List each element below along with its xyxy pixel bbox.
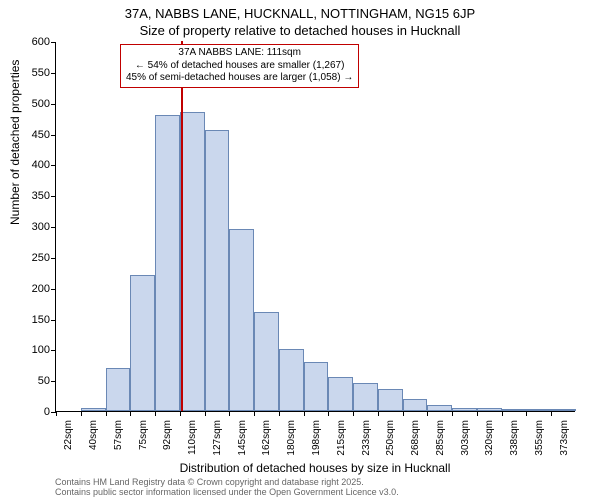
histogram-bar (477, 408, 502, 411)
annotation-line3: 45% of semi-detached houses are larger (… (126, 72, 353, 85)
y-tick-label: 100 (10, 344, 50, 356)
x-tick-label: 162sqm (261, 420, 272, 456)
x-tick-mark (81, 411, 82, 416)
x-tick-label: 198sqm (311, 420, 322, 456)
x-tick-label: 373sqm (559, 420, 570, 456)
y-tick-mark (51, 42, 56, 43)
y-tick-label: 500 (10, 98, 50, 110)
property-marker-line (181, 41, 183, 411)
histogram-bar (180, 112, 205, 411)
x-tick-label: 338sqm (509, 420, 520, 456)
histogram-bar (526, 409, 551, 411)
x-tick-mark (304, 411, 305, 416)
x-tick-mark (229, 411, 230, 416)
chart-title-line2: Size of property relative to detached ho… (0, 23, 600, 38)
x-tick-label: 75sqm (138, 420, 149, 450)
y-tick-label: 300 (10, 221, 50, 233)
y-tick-label: 250 (10, 252, 50, 264)
histogram-bar (155, 115, 180, 411)
x-tick-mark (180, 411, 181, 416)
x-tick-mark (403, 411, 404, 416)
y-tick-label: 400 (10, 159, 50, 171)
x-tick-mark (502, 411, 503, 416)
x-tick-mark (378, 411, 379, 416)
x-tick-mark (526, 411, 527, 416)
y-tick-label: 450 (10, 129, 50, 141)
histogram-bar (279, 349, 304, 411)
x-tick-mark (551, 411, 552, 416)
x-tick-label: 22sqm (63, 420, 74, 450)
y-tick-mark (51, 104, 56, 105)
y-tick-label: 600 (10, 36, 50, 48)
y-tick-label: 550 (10, 67, 50, 79)
y-tick-mark (51, 350, 56, 351)
x-tick-mark (205, 411, 206, 416)
x-tick-mark (427, 411, 428, 416)
footer-attribution: Contains HM Land Registry data © Crown c… (55, 478, 399, 498)
y-tick-label: 200 (10, 283, 50, 295)
x-tick-mark (279, 411, 280, 416)
y-tick-label: 150 (10, 314, 50, 326)
footer-line2: Contains public sector information licen… (55, 488, 399, 498)
y-tick-mark (51, 381, 56, 382)
plot-area: 37A NABBS LANE: 111sqm← 54% of detached … (55, 42, 575, 412)
x-tick-label: 180sqm (286, 420, 297, 456)
histogram-bar (551, 409, 576, 411)
x-tick-label: 92sqm (162, 420, 173, 450)
x-tick-mark (328, 411, 329, 416)
y-tick-label: 0 (10, 406, 50, 418)
y-tick-mark (51, 196, 56, 197)
x-tick-label: 355sqm (534, 420, 545, 456)
x-tick-mark (452, 411, 453, 416)
x-tick-label: 145sqm (237, 420, 248, 456)
chart-title-line1: 37A, NABBS LANE, HUCKNALL, NOTTINGHAM, N… (0, 6, 600, 21)
histogram-bar (229, 229, 254, 411)
y-tick-label: 50 (10, 375, 50, 387)
x-tick-mark (106, 411, 107, 416)
histogram-bar (328, 377, 353, 411)
histogram-bar (205, 130, 230, 411)
histogram-bar (254, 312, 279, 411)
histogram-bar (106, 368, 131, 411)
y-tick-mark (51, 73, 56, 74)
y-tick-mark (51, 227, 56, 228)
histogram-bar (130, 275, 155, 411)
x-tick-label: 250sqm (385, 420, 396, 456)
property-annotation: 37A NABBS LANE: 111sqm← 54% of detached … (120, 44, 359, 88)
histogram-bar (502, 409, 527, 411)
x-tick-label: 320sqm (484, 420, 495, 456)
x-tick-label: 303sqm (460, 420, 471, 456)
y-tick-mark (51, 165, 56, 166)
histogram-bar (427, 405, 452, 411)
histogram-bar (452, 408, 477, 411)
y-tick-mark (51, 135, 56, 136)
x-tick-label: 268sqm (410, 420, 421, 456)
x-tick-label: 233sqm (361, 420, 372, 456)
x-tick-mark (477, 411, 478, 416)
x-tick-mark (353, 411, 354, 416)
x-tick-mark (155, 411, 156, 416)
x-tick-label: 40sqm (88, 420, 99, 450)
histogram-bar (81, 408, 106, 411)
histogram-bar (304, 362, 329, 411)
histogram-bar (378, 389, 403, 411)
histogram-bar (353, 383, 378, 411)
y-tick-mark (51, 258, 56, 259)
x-tick-label: 110sqm (187, 420, 198, 455)
annotation-line2: ← 54% of detached houses are smaller (1,… (126, 60, 353, 73)
x-tick-label: 127sqm (212, 420, 223, 456)
x-tick-mark (130, 411, 131, 416)
x-axis-label: Distribution of detached houses by size … (55, 461, 575, 475)
y-tick-mark (51, 320, 56, 321)
x-tick-mark (254, 411, 255, 416)
histogram-bar (403, 399, 428, 411)
y-tick-mark (51, 289, 56, 290)
x-tick-label: 285sqm (435, 420, 446, 456)
x-tick-mark (56, 411, 57, 416)
x-tick-label: 57sqm (113, 420, 124, 450)
x-tick-label: 215sqm (336, 420, 347, 456)
annotation-line1: 37A NABBS LANE: 111sqm (126, 47, 353, 60)
y-tick-label: 350 (10, 190, 50, 202)
